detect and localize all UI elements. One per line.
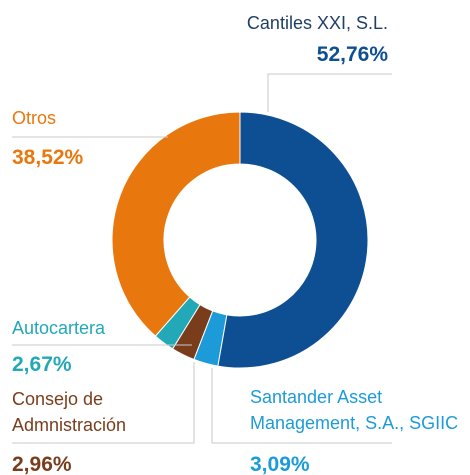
segment-value: 3,09%	[250, 453, 310, 475]
segment-value: 52,76%	[316, 43, 388, 66]
segment-name: Autocartera	[12, 318, 106, 338]
segment-name: Santander Asset Management, S.A., SGIIC	[250, 387, 459, 433]
segment-value: 2,67%	[12, 353, 72, 376]
donut-segment	[111, 111, 241, 337]
segment-value: 38,52%	[12, 146, 84, 169]
leader-lines	[12, 73, 392, 444]
leader-line	[267, 73, 392, 112]
donut-segment	[193, 310, 228, 367]
donut-segment	[217, 111, 369, 369]
leader-line	[211, 368, 392, 444]
segment-name: Otros	[12, 108, 57, 128]
segment-value: 2,96%	[12, 453, 72, 475]
segment-name: Cantiles XXI, S.L.	[246, 13, 388, 33]
segment-name: Consejo de Admnistración	[12, 389, 127, 435]
donut-segment	[172, 303, 214, 361]
leader-line	[12, 362, 195, 444]
